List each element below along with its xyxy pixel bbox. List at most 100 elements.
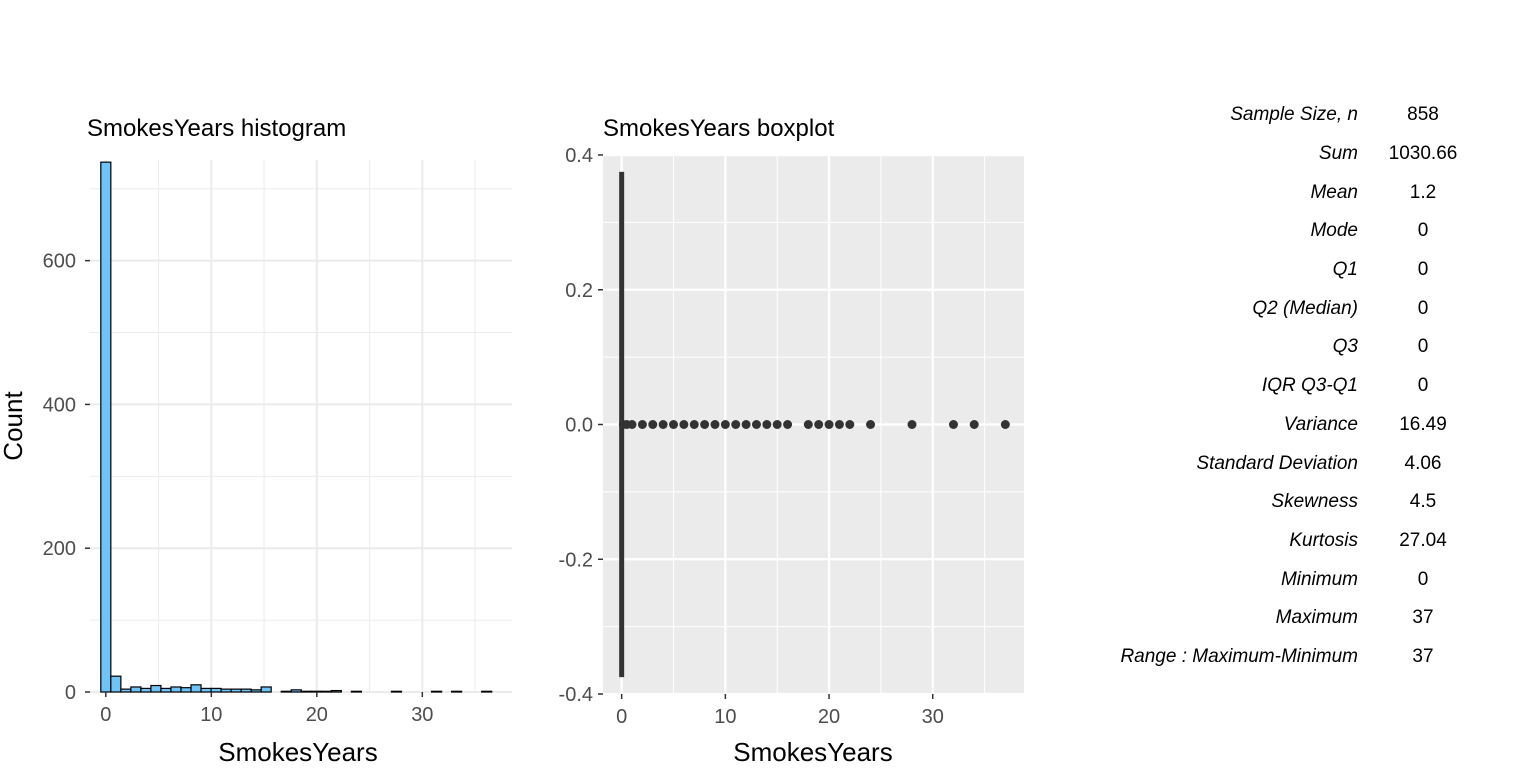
stat-label: Minimum — [1280, 568, 1358, 590]
boxplot-outlier-point — [720, 420, 730, 429]
stat-row: Mean 1.2 — [1040, 173, 1510, 212]
boxplot-outlier-point — [783, 420, 793, 429]
boxplot-outlier-point — [679, 420, 689, 429]
stat-label: IQR Q3-Q1 — [1261, 375, 1358, 397]
histogram-bar — [170, 686, 182, 693]
stat-row: Kurtosis 27.04 — [1040, 522, 1510, 561]
stat-value: 27.04 — [1399, 529, 1447, 551]
histogram-y-tick-label: 400 — [43, 394, 76, 416]
histogram-x-tick-label: 30 — [411, 704, 433, 726]
histogram-bar — [240, 688, 252, 693]
stat-value: 1030.66 — [1388, 143, 1458, 165]
stat-value: 858 — [1407, 104, 1439, 126]
stat-row: Mode 0 — [1040, 212, 1510, 251]
boxplot-outlier-point — [907, 420, 917, 429]
boxplot-x-tick-label: 20 — [818, 706, 840, 728]
histogram-bar — [110, 675, 122, 693]
histogram-x-ticks: 0 10 20 30 — [100, 692, 433, 726]
histogram-bar — [330, 689, 342, 693]
histogram-bar — [160, 687, 172, 693]
boxplot-x-tick-label: 0 — [616, 706, 627, 728]
stat-row: Q3 0 — [1040, 328, 1510, 367]
stat-label: Skewness — [1271, 491, 1358, 513]
histogram-bar — [150, 684, 162, 693]
boxplot-outlier-point — [731, 420, 741, 429]
boxplot-y-ticks: -0.4 -0.2 0.0 0.2 0.4 — [559, 145, 603, 706]
stat-row: Range : Maximum-Minimum 37 — [1040, 638, 1510, 677]
boxplot-outlier-point — [772, 420, 782, 429]
stat-label: Maximum — [1275, 607, 1358, 629]
histogram-bar — [140, 687, 152, 693]
histogram-bar — [390, 690, 403, 693]
histogram-x-tick-label: 0 — [100, 704, 111, 726]
histogram-bar — [130, 686, 142, 693]
boxplot-y-tick-label: 0.2 — [565, 280, 593, 302]
stat-value: 4.5 — [1409, 491, 1437, 513]
histogram-x-tick-label: 10 — [200, 704, 222, 726]
stat-row: Variance 16.49 — [1040, 406, 1510, 445]
boxplot-title: SmokesYears boxplot — [603, 115, 835, 142]
boxplot-outlier-point — [627, 420, 637, 429]
boxplot-outlier-point — [969, 420, 979, 429]
boxplot-y-tick-label: -0.4 — [559, 684, 593, 706]
boxplot-x-tick-label: 30 — [922, 706, 944, 728]
histogram-bar — [260, 686, 272, 693]
histogram-bar — [300, 690, 312, 693]
histogram-bar — [120, 688, 132, 693]
histogram-bar — [180, 687, 192, 693]
boxplot-outlier-point — [741, 420, 751, 429]
stat-row: Skewness 4.5 — [1040, 483, 1510, 522]
histogram-bar — [430, 690, 443, 693]
histogram-title: SmokesYears histogram — [87, 115, 346, 142]
boxplot-y-tick-label: -0.2 — [559, 549, 593, 571]
stat-value: 0 — [1417, 259, 1429, 281]
histogram-y-tick-label: 600 — [43, 251, 76, 273]
histogram-grid — [90, 160, 512, 693]
boxplot-x-tick-label: 10 — [714, 706, 736, 728]
summary-statistics-table: Sample Size, n 858 Sum 1030.66 Mean 1.2 Mode 0 Q… — [1040, 96, 1510, 676]
boxplot-outlier-point — [658, 420, 668, 429]
histogram-x-tick-label: 20 — [306, 704, 328, 726]
boxplot-outlier-point — [648, 420, 658, 429]
boxplot-outlier-point — [637, 420, 647, 429]
stat-value: 0 — [1417, 568, 1429, 590]
histogram-chart: SmokesYears histogram 0 10 20 30 0 200 400 600… — [0, 115, 512, 767]
histogram-bar — [481, 690, 493, 693]
histogram-bar — [190, 684, 202, 693]
boxplot-outlier-point — [834, 420, 844, 429]
histogram-bar — [320, 690, 332, 693]
stat-row: Q2 (Median) 0 — [1040, 289, 1510, 328]
boxplot-y-tick-label: 0.4 — [565, 145, 593, 167]
boxplot-outlier-point — [1000, 420, 1010, 429]
boxplot-x-ticks: 0 10 20 30 — [616, 694, 944, 728]
stat-label: Q1 — [1332, 259, 1358, 281]
boxplot-outliers — [618, 420, 1010, 429]
stat-label: Range : Maximum-Minimum — [1120, 645, 1358, 667]
stat-value: 0 — [1417, 297, 1429, 319]
stat-label: Sum — [1318, 143, 1358, 165]
histogram-bar — [310, 690, 322, 693]
histogram-bar — [200, 687, 212, 693]
stat-value: 4.06 — [1404, 452, 1442, 474]
boxplot-outlier-point — [803, 420, 813, 429]
boxplot-outlier-point — [866, 420, 876, 429]
boxplot-chart: SmokesYears boxplot 0 10 20 30 -0.4 -0.2 0.0 0… — [559, 115, 1024, 767]
stat-value: 0 — [1417, 336, 1429, 358]
stat-value: 0 — [1417, 375, 1429, 397]
histogram-bar — [250, 689, 262, 693]
boxplot-outlier-point — [700, 420, 710, 429]
boxplot-outlier-point — [824, 420, 834, 429]
stat-row: Standard Deviation 4.06 — [1040, 444, 1510, 483]
boxplot-outlier-point — [710, 420, 720, 429]
stat-label: Mean — [1310, 181, 1358, 203]
histogram-y-ticks: 0 200 400 600 — [43, 251, 90, 704]
histogram-bar — [220, 688, 232, 693]
stat-row: Maximum 37 — [1040, 599, 1510, 638]
stat-value: 16.49 — [1399, 413, 1447, 435]
histogram-y-tick-label: 200 — [43, 538, 76, 560]
stat-row: IQR Q3-Q1 0 — [1040, 367, 1510, 406]
boxplot-x-axis-title: SmokesYears — [733, 737, 892, 767]
stat-label: Standard Deviation — [1196, 452, 1358, 474]
stat-label: Mode — [1310, 220, 1358, 242]
boxplot-outlier-point — [762, 420, 772, 429]
